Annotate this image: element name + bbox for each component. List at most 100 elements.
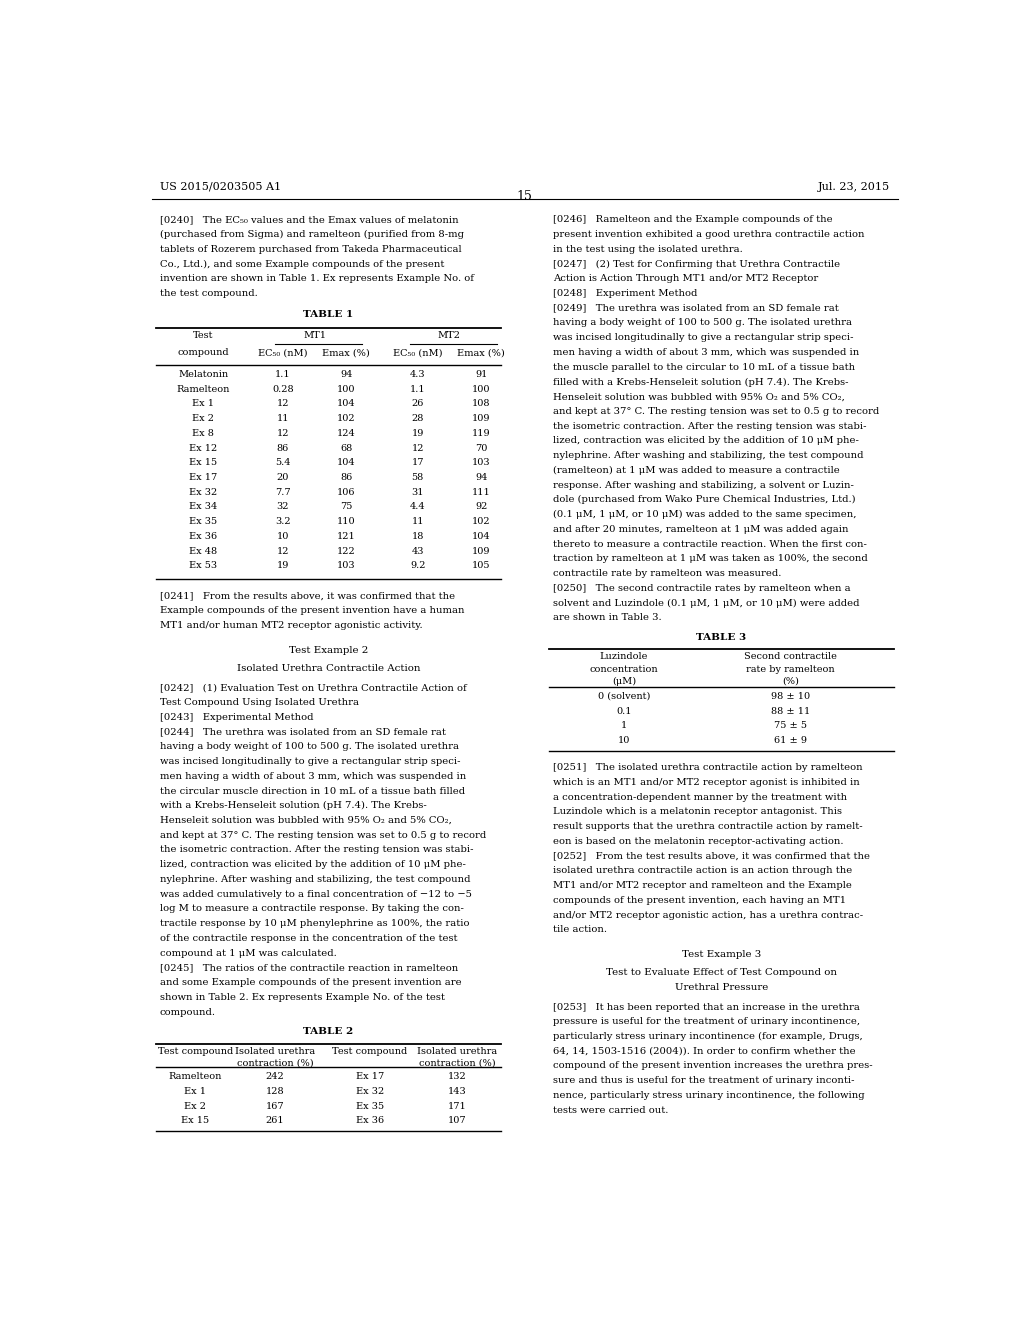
Text: which is an MT1 and/or MT2 receptor agonist is inhibited in: which is an MT1 and/or MT2 receptor agon… (553, 777, 859, 787)
Text: 12: 12 (276, 399, 289, 408)
Text: 122: 122 (337, 546, 355, 556)
Text: [0245]   The ratios of the contractile reaction in ramelteon: [0245] The ratios of the contractile rea… (160, 964, 458, 973)
Text: contraction (%): contraction (%) (237, 1059, 313, 1068)
Text: Ex 2: Ex 2 (193, 414, 214, 422)
Text: contractile rate by ramelteon was measured.: contractile rate by ramelteon was measur… (553, 569, 781, 578)
Text: Example compounds of the present invention have a human: Example compounds of the present inventi… (160, 606, 464, 615)
Text: Ex 17: Ex 17 (356, 1072, 384, 1081)
Text: [0246]   Ramelteon and the Example compounds of the: [0246] Ramelteon and the Example compoun… (553, 215, 833, 224)
Text: Ex 32: Ex 32 (189, 487, 217, 496)
Text: 64, 14, 1503-1516 (2004)). In order to confirm whether the: 64, 14, 1503-1516 (2004)). In order to c… (553, 1047, 855, 1056)
Text: Action is Action Through MT1 and/or MT2 Receptor: Action is Action Through MT1 and/or MT2 … (553, 275, 818, 284)
Text: 86: 86 (276, 444, 289, 453)
Text: nylephrine. After washing and stabilizing, the test compound: nylephrine. After washing and stabilizin… (553, 451, 863, 461)
Text: traction by ramelteon at 1 μM was taken as 100%, the second: traction by ramelteon at 1 μM was taken … (553, 554, 867, 564)
Text: 261: 261 (265, 1117, 284, 1126)
Text: Ex 17: Ex 17 (189, 473, 217, 482)
Text: Ex 34: Ex 34 (189, 503, 217, 511)
Text: 107: 107 (449, 1117, 467, 1126)
Text: TABLE 3: TABLE 3 (696, 634, 746, 642)
Text: Ex 1: Ex 1 (193, 399, 214, 408)
Text: in the test using the isolated urethra.: in the test using the isolated urethra. (553, 244, 742, 253)
Text: Urethral Pressure: Urethral Pressure (675, 982, 768, 991)
Text: Ex 35: Ex 35 (356, 1102, 384, 1110)
Text: Second contractile: Second contractile (744, 652, 837, 661)
Text: particularly stress urinary incontinence (for example, Drugs,: particularly stress urinary incontinence… (553, 1032, 862, 1041)
Text: MT1 and/or human MT2 receptor agonistic activity.: MT1 and/or human MT2 receptor agonistic … (160, 620, 422, 630)
Text: the isometric contraction. After the resting tension was stabi-: the isometric contraction. After the res… (160, 846, 473, 854)
Text: the isometric contraction. After the resting tension was stabi-: the isometric contraction. After the res… (553, 421, 866, 430)
Text: EC₅₀ (nM): EC₅₀ (nM) (258, 348, 307, 358)
Text: 18: 18 (412, 532, 424, 541)
Text: tractile response by 10 μM phenylephrine as 100%, the ratio: tractile response by 10 μM phenylephrine… (160, 919, 469, 928)
Text: isolated urethra contractile action is an action through the: isolated urethra contractile action is a… (553, 866, 852, 875)
Text: [0251]   The isolated urethra contractile action by ramelteon: [0251] The isolated urethra contractile … (553, 763, 862, 772)
Text: 88 ± 11: 88 ± 11 (771, 706, 810, 715)
Text: 70: 70 (475, 444, 487, 453)
Text: 15: 15 (517, 190, 532, 203)
Text: [0253]   It has been reported that an increase in the urethra: [0253] It has been reported that an incr… (553, 1002, 859, 1011)
Text: Test to Evaluate Effect of Test Compound on: Test to Evaluate Effect of Test Compound… (606, 968, 837, 977)
Text: 92: 92 (475, 503, 487, 511)
Text: 91: 91 (475, 370, 487, 379)
Text: [0250]   The second contractile rates by ramelteon when a: [0250] The second contractile rates by r… (553, 583, 850, 593)
Text: Ex 36: Ex 36 (356, 1117, 384, 1126)
Text: Test: Test (194, 331, 214, 341)
Text: TABLE 1: TABLE 1 (303, 310, 353, 319)
Text: [0240]   The EC₅₀ values and the Emax values of melatonin: [0240] The EC₅₀ values and the Emax valu… (160, 215, 459, 224)
Text: 12: 12 (276, 429, 289, 438)
Text: 9.2: 9.2 (410, 561, 425, 570)
Text: 104: 104 (472, 532, 490, 541)
Text: Luzindole: Luzindole (600, 652, 648, 661)
Text: 105: 105 (472, 561, 490, 570)
Text: 102: 102 (472, 517, 490, 527)
Text: EC₅₀ (nM): EC₅₀ (nM) (393, 348, 442, 358)
Text: [0249]   The urethra was isolated from an SD female rat: [0249] The urethra was isolated from an … (553, 304, 839, 313)
Text: [0252]   From the test results above, it was confirmed that the: [0252] From the test results above, it w… (553, 851, 869, 861)
Text: 104: 104 (337, 458, 355, 467)
Text: men having a width of about 3 mm, which was suspended in: men having a width of about 3 mm, which … (553, 348, 859, 356)
Text: Emax (%): Emax (%) (323, 348, 370, 358)
Text: nylephrine. After washing and stabilizing, the test compound: nylephrine. After washing and stabilizin… (160, 875, 470, 884)
Text: 11: 11 (412, 517, 424, 527)
Text: 32: 32 (276, 503, 289, 511)
Text: having a body weight of 100 to 500 g. The isolated urethra: having a body weight of 100 to 500 g. Th… (160, 742, 459, 751)
Text: and kept at 37° C. The resting tension was set to 0.5 g to record: and kept at 37° C. The resting tension w… (160, 830, 486, 840)
Text: 43: 43 (412, 546, 424, 556)
Text: 86: 86 (340, 473, 352, 482)
Text: 1: 1 (621, 722, 627, 730)
Text: Isolated Urethra Contractile Action: Isolated Urethra Contractile Action (237, 664, 420, 673)
Text: and/or MT2 receptor agonistic action, has a urethra contrac-: and/or MT2 receptor agonistic action, ha… (553, 911, 862, 920)
Text: the test compound.: the test compound. (160, 289, 257, 298)
Text: compound of the present invention increases the urethra pres-: compound of the present invention increa… (553, 1061, 872, 1071)
Text: 106: 106 (337, 487, 355, 496)
Text: 128: 128 (265, 1086, 284, 1096)
Text: Ex 15: Ex 15 (189, 458, 217, 467)
Text: Test compound: Test compound (333, 1047, 408, 1056)
Text: 167: 167 (265, 1102, 284, 1110)
Text: 94: 94 (475, 473, 487, 482)
Text: solvent and Luzindole (0.1 μM, 1 μM, or 10 μM) were added: solvent and Luzindole (0.1 μM, 1 μM, or … (553, 598, 859, 607)
Text: 132: 132 (447, 1072, 467, 1081)
Text: 28: 28 (412, 414, 424, 422)
Text: 10: 10 (617, 737, 630, 746)
Text: [0241]   From the results above, it was confirmed that the: [0241] From the results above, it was co… (160, 591, 455, 601)
Text: contraction (%): contraction (%) (419, 1059, 496, 1068)
Text: [0248]   Experiment Method: [0248] Experiment Method (553, 289, 697, 298)
Text: Henseleit solution was bubbled with 95% O₂ and 5% CO₂,: Henseleit solution was bubbled with 95% … (553, 392, 845, 401)
Text: Test compound: Test compound (158, 1047, 233, 1056)
Text: Emax (%): Emax (%) (458, 348, 505, 358)
Text: 61 ± 9: 61 ± 9 (774, 737, 807, 746)
Text: 26: 26 (412, 399, 424, 408)
Text: 94: 94 (340, 370, 352, 379)
Text: Ex 2: Ex 2 (184, 1102, 207, 1110)
Text: log M to measure a contractile response. By taking the con-: log M to measure a contractile response.… (160, 904, 464, 913)
Text: invention are shown in Table 1. Ex represents Example No. of: invention are shown in Table 1. Ex repre… (160, 275, 474, 284)
Text: 4.3: 4.3 (410, 370, 426, 379)
Text: compound at 1 μM was calculated.: compound at 1 μM was calculated. (160, 949, 337, 957)
Text: 68: 68 (340, 444, 352, 453)
Text: Henseleit solution was bubbled with 95% O₂ and 5% CO₂,: Henseleit solution was bubbled with 95% … (160, 816, 452, 825)
Text: [0244]   The urethra was isolated from an SD female rat: [0244] The urethra was isolated from an … (160, 727, 445, 737)
Text: 124: 124 (337, 429, 355, 438)
Text: result supports that the urethra contractile action by ramelt-: result supports that the urethra contrac… (553, 822, 862, 832)
